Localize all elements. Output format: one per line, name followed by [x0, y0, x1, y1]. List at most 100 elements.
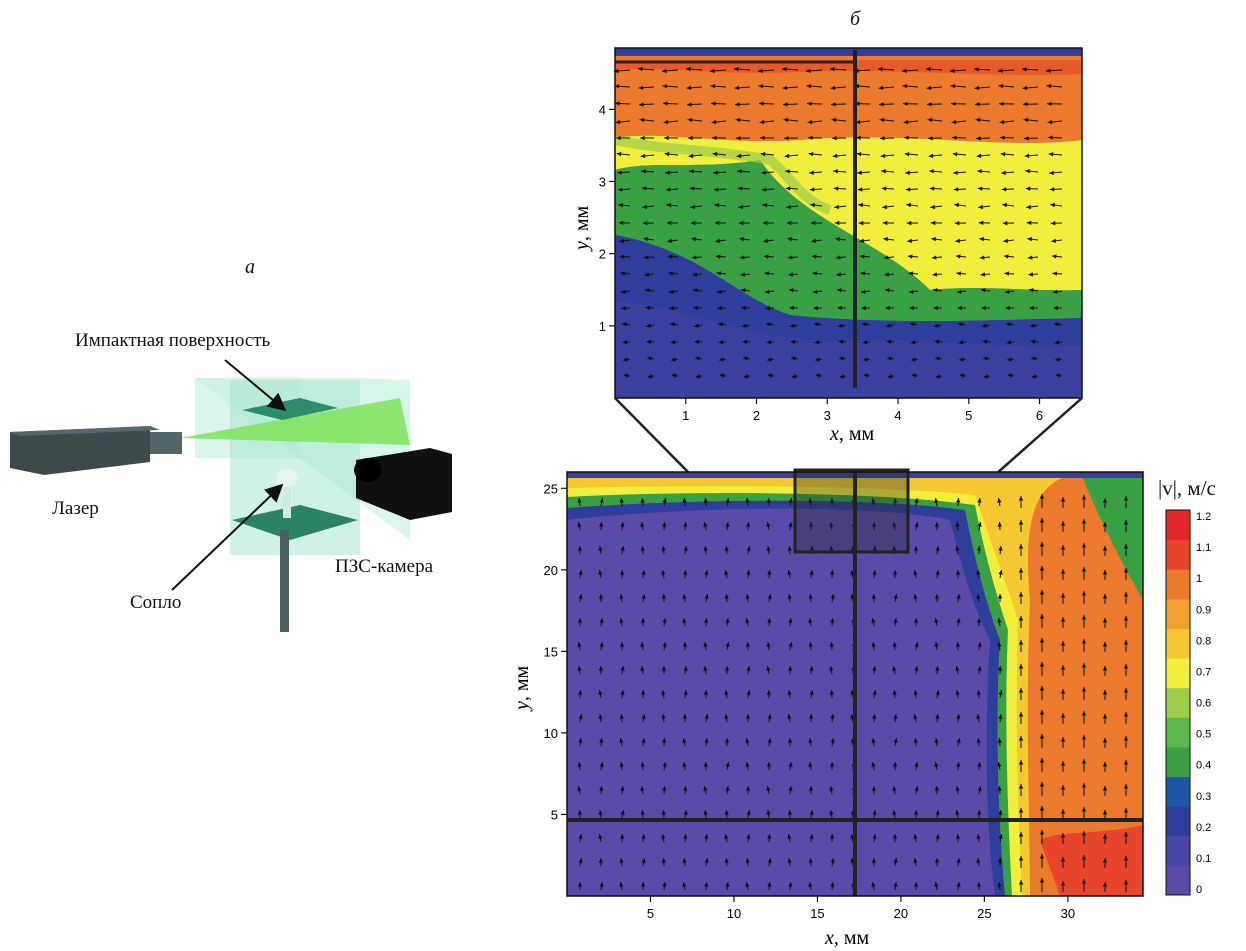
zoom-vector-head	[882, 204, 887, 210]
main-vector-head	[619, 738, 624, 743]
main-vector-head	[577, 810, 582, 815]
main-vector-head	[1102, 738, 1108, 743]
colorbar-tick-label: 0.9	[1196, 604, 1211, 616]
zoom-vector-head	[837, 305, 842, 311]
main-vector-head	[787, 810, 793, 815]
main-vector-head	[724, 546, 729, 551]
main-vector-head	[829, 522, 834, 527]
zoom-vector-head	[1003, 238, 1009, 243]
zoom-vector-head	[908, 271, 914, 276]
main-vector-head	[661, 810, 666, 815]
main-vector-head	[788, 762, 793, 767]
zoom-vector-head	[621, 322, 627, 327]
main-vector-head	[640, 690, 646, 695]
main-vector-head	[913, 882, 919, 887]
zoom-vector-head	[978, 204, 983, 210]
colorbar-swatch	[1166, 746, 1190, 778]
zoom-vector-head	[640, 153, 646, 159]
main-vector-head	[1123, 640, 1129, 645]
main-vector-head	[599, 738, 604, 743]
main-vector-head	[1081, 591, 1087, 596]
main-vector-head	[1039, 806, 1045, 811]
main-vector-head	[1039, 518, 1045, 523]
main-vector-head	[703, 498, 708, 503]
zoom-vector-head	[761, 187, 767, 192]
zoom-vector-head	[929, 186, 935, 191]
main-vector-head	[640, 618, 646, 623]
zoom-vector-head	[759, 101, 764, 106]
main-vector-head	[935, 810, 940, 815]
main-vector-head	[914, 522, 919, 527]
main-vector-head	[578, 714, 583, 719]
zoom-vector-head	[883, 237, 889, 242]
main-vector-head	[1039, 638, 1045, 643]
zoom-vector-head	[787, 237, 793, 242]
zoom-vector-head	[956, 289, 962, 294]
zoom-vector-head	[1002, 220, 1008, 226]
zoom-vector-head	[664, 151, 670, 157]
main-vector-head	[1102, 522, 1108, 527]
zoom-vector-head	[667, 238, 673, 244]
zoom-vector-head	[977, 169, 982, 174]
zoom-velocity-vectors	[613, 66, 1063, 379]
zoom-vector-head	[646, 339, 652, 345]
zoom-vector-head	[933, 305, 938, 311]
main-vector-head	[640, 498, 645, 503]
zoom-vector-head	[981, 305, 986, 311]
zoom-vector-head	[907, 238, 913, 243]
base-plate	[232, 505, 358, 540]
main-velocity-vectors	[577, 494, 1129, 892]
main-vector-head	[998, 714, 1003, 719]
main-vector-head	[1081, 639, 1087, 644]
zoom-vector-head	[998, 68, 1003, 73]
main-vector-head	[683, 810, 688, 815]
zoom-vector-head	[1050, 202, 1055, 208]
main-vector-head	[640, 546, 645, 551]
zoom-vector-head	[784, 135, 789, 141]
main-vector-head	[955, 570, 961, 575]
laser-top	[10, 426, 160, 436]
main-vector-head	[1039, 854, 1045, 859]
main-vector-head	[977, 786, 982, 791]
zoom-vector-head	[839, 374, 845, 379]
zoom-region-box	[793, 468, 910, 554]
zoom-vector-head	[1031, 374, 1037, 379]
main-vector-head	[662, 738, 667, 743]
main-vector-head	[1018, 616, 1024, 621]
zoom-vector-head	[688, 135, 693, 141]
main-vector-head	[682, 594, 687, 599]
main-vector-head	[1123, 616, 1129, 621]
main-vector-head	[892, 570, 898, 575]
main-vector-head	[808, 882, 813, 887]
zoom-vector-head	[712, 151, 718, 157]
zoom-vector-head	[979, 237, 985, 242]
zoom-vector-head	[878, 67, 883, 72]
zoom-vector-head	[741, 305, 747, 311]
main-vector-head	[872, 570, 877, 575]
main-vector-head	[808, 786, 814, 791]
zoom-vector-head	[671, 373, 677, 378]
main-vector-head	[998, 570, 1003, 575]
zoom-vector-head	[885, 305, 890, 311]
zoom-vector-head	[765, 322, 771, 327]
main-vector-head	[1039, 686, 1045, 691]
main-vector-head	[725, 618, 730, 623]
main-vector-head	[1060, 713, 1066, 718]
zoom-vector-head	[935, 374, 941, 379]
zoom-vector-head	[861, 322, 867, 327]
zoom-vector-head	[666, 202, 671, 208]
zoom-vector-head	[1000, 135, 1005, 140]
main-vector-head	[704, 882, 709, 887]
zoom-vector-head	[1031, 356, 1036, 361]
zoom-vector-head	[618, 203, 623, 208]
main-vector-head	[977, 762, 982, 767]
main-vector-head	[703, 762, 708, 767]
main-vector-head	[724, 810, 729, 815]
main-vector-head	[703, 522, 708, 527]
colorbar-tick-label: 0.4	[1196, 760, 1211, 772]
main-vector-head	[809, 810, 814, 815]
main-vector-head	[892, 762, 898, 767]
zoom-vector-head	[710, 84, 716, 89]
main-vector-head	[746, 570, 751, 575]
main-vector-head	[808, 858, 813, 863]
